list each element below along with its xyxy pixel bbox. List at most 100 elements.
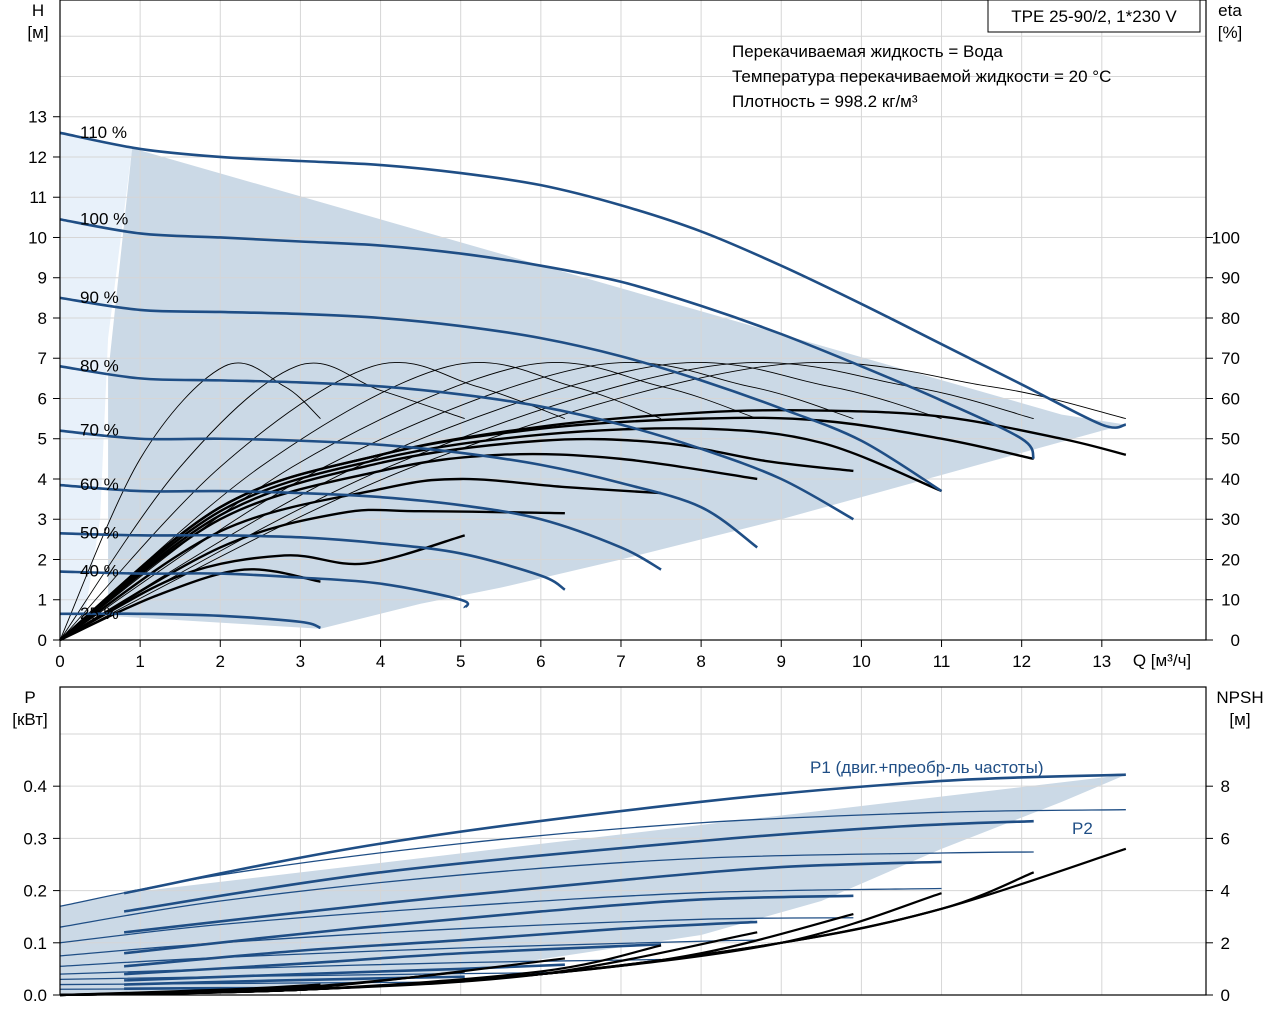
npsh-curve-line — [59, 983, 321, 997]
power-y-tick-label: 0.4 — [23, 777, 47, 796]
p2-curve-line — [59, 958, 662, 975]
efficiency-curve-line — [59, 437, 854, 641]
qh-x-tick-label: 2 — [216, 652, 225, 671]
qh-y2-tick-label: 100 — [1212, 228, 1240, 247]
efficiency-arc-line — [59, 362, 662, 641]
qh-x-tick-label: 11 — [933, 652, 951, 671]
qh-y2-tick-label: 90 — [1221, 269, 1240, 288]
qh-y-tick-label: 8 — [38, 309, 47, 328]
qh-ylabel-line1: H — [32, 1, 44, 20]
qh-y2label-line1: eta — [1218, 1, 1242, 20]
qh-y-tick-label: 10 — [28, 228, 47, 247]
head-curve-line — [59, 131, 1127, 429]
qh-y-tick-label: 3 — [38, 510, 47, 529]
qh-x-tick-label: 8 — [696, 652, 705, 671]
qh-y2-tick-label: 0 — [1231, 631, 1240, 650]
qh-y2-ticks: 0 10 20 30 40 50 60 70 80 90 100 — [1206, 228, 1240, 650]
speed-label: 50 % — [80, 523, 119, 542]
note-liquid: Перекачиваемая жидкость = Вода — [732, 42, 1003, 61]
p2-curve-line — [59, 851, 1034, 928]
efficiency-curve-line — [59, 568, 321, 642]
note-temperature: Температура перекачиваемой жидкости = 20… — [732, 67, 1111, 86]
qh-x-tick-label: 4 — [376, 652, 385, 671]
speed-label: 80 % — [80, 356, 119, 375]
qh-y2-tick-label: 40 — [1221, 470, 1240, 489]
p1-curve-line — [123, 773, 1126, 895]
efficiency-arcs — [59, 361, 1126, 641]
qh-x-tick-label: 5 — [456, 652, 465, 671]
speed-label: 110 % — [80, 123, 127, 142]
qh-y2label-line2: [%] — [1218, 23, 1243, 42]
efficiency-arc-line — [59, 362, 321, 641]
efficiency-arc-line — [59, 361, 854, 641]
power-y-tick-label: 0.1 — [23, 934, 47, 953]
head-curve-line — [59, 570, 470, 610]
qh-y-tick-label: 12 — [28, 148, 47, 167]
head-curve-line — [59, 218, 1035, 460]
npsh-ylabel-line2: [м] — [1229, 710, 1250, 729]
speed-label: 90 % — [80, 288, 119, 307]
qh-x-tick-label: 13 — [1092, 652, 1111, 671]
npsh-y-tick-label: 6 — [1221, 829, 1230, 848]
qh-y-tick-label: 6 — [38, 389, 47, 408]
efficiency-curve-line — [59, 477, 662, 641]
qh-y-tick-label: 11 — [29, 188, 47, 207]
head-curve-line — [59, 365, 855, 521]
efficiency-curve-line — [59, 508, 565, 642]
efficiency-curve-line — [59, 416, 1034, 641]
qh-y2-tick-label: 70 — [1221, 349, 1240, 368]
p2-curve-line — [59, 809, 1126, 907]
p2-curve-line — [59, 939, 758, 967]
qh-chart: 110 % 100 % 90 % 80 % 70 % 60 % 50 % 40 % 25 % 0… — [27, 0, 1242, 671]
efficiency-curve-line — [59, 452, 758, 641]
qh-x-tick-label: 1 — [135, 652, 144, 671]
qh-y-tick-label: 7 — [38, 349, 47, 368]
efficiency-arc-line — [59, 362, 465, 641]
npsh-y-tick-label: 8 — [1221, 777, 1230, 796]
efficiency-curve-line — [59, 427, 942, 641]
p2-curve-line — [59, 971, 565, 980]
qh-light-region — [60, 132, 133, 640]
efficiency-curve-line — [59, 534, 466, 642]
note-density: Плотность = 998.2 кг/м³ — [732, 92, 918, 111]
power-frame — [59, 686, 1207, 996]
qh-x-tick-label: 10 — [852, 652, 871, 671]
npsh-y-tick-label: 0 — [1221, 986, 1230, 1005]
power-y-ticks: 0.0 0.1 0.2 0.3 0.4 — [23, 777, 60, 1005]
p1-curve-line — [123, 894, 854, 955]
qh-x-tick-label: 9 — [777, 652, 786, 671]
efficiency-arc-line — [59, 361, 566, 641]
npsh-ylabel-line1: NPSH — [1216, 688, 1263, 707]
head-curve-line — [59, 612, 321, 630]
npsh-y-ticks: 0 2 4 6 8 — [1206, 777, 1230, 1005]
speed-label: 40 % — [80, 562, 119, 581]
speed-label: 25 % — [80, 604, 119, 623]
speed-labels: 110 % 100 % 90 % 80 % 70 % 60 % 50 % 40 % 25 % — [80, 123, 128, 623]
head-curve-line — [59, 532, 566, 591]
qh-y2-tick-label: 50 — [1221, 430, 1240, 449]
qh-x-ticks: 0 1 2 3 4 5 6 7 8 9 10 11 12 13 — [55, 640, 1111, 671]
qh-y2-tick-label: 80 — [1221, 309, 1240, 328]
power-ylabel-line2: [кВт] — [12, 710, 47, 729]
head-curves — [59, 131, 1127, 630]
power-chart: 0.0 0.1 0.2 0.3 0.4 0 2 4 6 8 P [кВт] NPSH [м] P… — [12, 686, 1264, 1005]
p2-series-label: P2 — [1072, 819, 1093, 838]
power-y-tick-label: 0.2 — [23, 882, 47, 901]
p2-curve-line — [59, 887, 942, 944]
qh-y2-tick-label: 30 — [1221, 510, 1240, 529]
qh-y-tick-label: 4 — [38, 470, 47, 489]
npsh-y-tick-label: 4 — [1221, 882, 1230, 901]
qh-y2-tick-label: 20 — [1221, 550, 1240, 569]
p1-curve-line — [124, 975, 465, 986]
qh-x-tick-label: 12 — [1012, 652, 1031, 671]
efficiency-curves — [59, 408, 1127, 642]
power-y-tick-label: 0.0 — [23, 986, 47, 1005]
power-ylabel-line1: P — [24, 688, 35, 707]
qh-x-tick-label: 6 — [536, 652, 545, 671]
qh-x-tick-label: 3 — [296, 652, 305, 671]
p1-series-label: P1 (двиг.+преобр-ль частоты) — [810, 758, 1043, 777]
qh-y-tick-label: 13 — [28, 108, 47, 127]
npsh-curves — [59, 847, 1127, 997]
